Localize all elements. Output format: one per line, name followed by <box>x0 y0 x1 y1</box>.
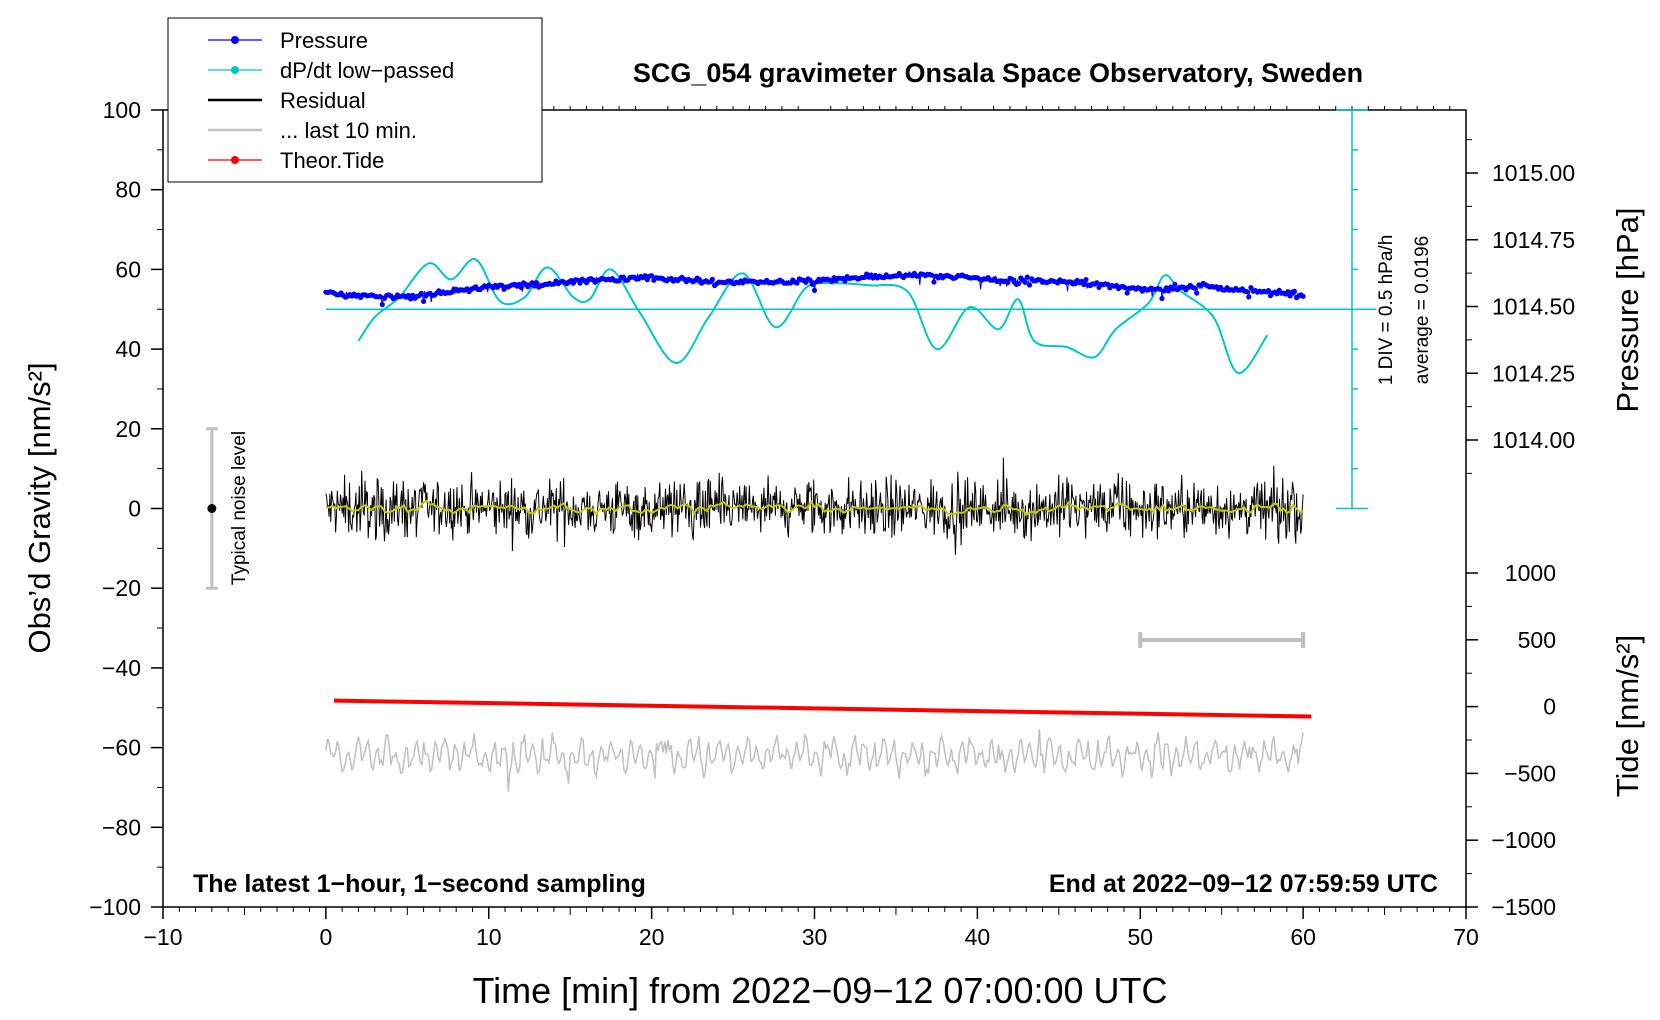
y-tick-label: −80 <box>102 814 141 840</box>
y-tick-label: 0 <box>128 496 141 522</box>
tide-tick-label: −1500 <box>1491 894 1556 920</box>
chart-title: SCG_054 gravimeter Onsala Space Observat… <box>633 58 1363 88</box>
y-axis-label-pressure: Pressure [hPa] <box>1610 207 1645 412</box>
pressure-tick-label: 1014.50 <box>1492 294 1575 320</box>
y-axis-label-gravity: Obs’d Gravity [nm/s²] <box>22 362 57 653</box>
x-tick-label: 50 <box>1127 924 1153 950</box>
y-tick-label: 60 <box>115 256 141 282</box>
y-tick-label: 100 <box>103 97 141 123</box>
tide-tick-label: 0 <box>1543 694 1556 720</box>
x-tick-label: 40 <box>965 924 991 950</box>
tide-tick-label: −500 <box>1504 760 1556 786</box>
x-tick-label: −10 <box>143 924 182 950</box>
x-tick-label: 0 <box>319 924 332 950</box>
series-theor-tide <box>333 698 1312 719</box>
scale-bar-average-label: average = 0.0196 <box>1412 236 1433 384</box>
noise-level-label: Typical noise level <box>229 431 250 585</box>
x-tick-label: 10 <box>476 924 502 950</box>
x-axis-label: Time [min] from 2022−09−12 07:00:00 UTC <box>472 970 1167 1011</box>
pressure-line <box>325 270 1304 305</box>
y-tick-label: 40 <box>115 336 141 362</box>
y-tick-label: −100 <box>89 894 141 920</box>
legend-swatch-dot <box>231 66 239 74</box>
y-tick-label: −40 <box>102 655 141 681</box>
series-pressure <box>323 270 1306 308</box>
annotation-end-time: End at 2022−09−12 07:59:59 UTC <box>1049 870 1438 898</box>
series-last-10-min <box>325 728 1304 792</box>
theor-tide-line <box>333 698 1312 719</box>
pressure-tick-label: 1015.00 <box>1492 160 1575 186</box>
last-10-min-window-bracket <box>1138 632 1306 649</box>
x-tick-label: 20 <box>639 924 665 950</box>
x-tick-label: 60 <box>1290 924 1316 950</box>
scale-bar-div-label: 1 DIV = 0.5 hPa/h <box>1376 235 1397 386</box>
series-dpdt-low-passed <box>325 258 1377 374</box>
legend-swatch-dot <box>231 36 239 44</box>
last-10-min-line <box>325 728 1304 792</box>
legend: Pressure dP/dt low−passed Residual ... last… <box>167 17 543 183</box>
pressure-tick-label: 1014.25 <box>1492 360 1575 386</box>
y-tick-label: 80 <box>115 177 141 203</box>
tide-tick-label: −1000 <box>1491 827 1556 853</box>
pressure-tick-label: 1014.00 <box>1492 427 1575 453</box>
legend-swatch-dot <box>231 156 239 164</box>
tide-tick-label: 500 <box>1518 627 1556 653</box>
dpdt-curve <box>357 258 1269 374</box>
y-axis-gravity: −100 −80 −60 −40 −20 0 20 40 60 80 100 <box>89 97 163 920</box>
pressure-tick-label: 1014.75 <box>1492 227 1575 253</box>
noise-level-indicator: Typical noise level <box>205 427 250 590</box>
legend-label: Theor.Tide <box>280 148 384 173</box>
x-tick-label: 30 <box>802 924 828 950</box>
y-axis-tide: −1500 −1000 −500 0 500 1000 <box>1466 560 1556 920</box>
annotation-sampling: The latest 1−hour, 1−second sampling <box>193 870 646 898</box>
x-axis: −10 0 10 20 30 40 50 60 70 <box>143 106 1479 950</box>
y-tick-label: −20 <box>102 575 141 601</box>
y-tick-label: 20 <box>115 416 141 442</box>
y-axis-label-tide: Tide [nm/s²] <box>1610 635 1645 798</box>
y-axis-pressure: 1014.00 1014.25 1014.50 1014.75 1015.00 <box>1466 139 1575 474</box>
residual-smoothed-line <box>325 499 1304 517</box>
legend-label: Residual <box>280 88 366 113</box>
legend-label: dP/dt low−passed <box>280 58 454 83</box>
x-tick-label: 70 <box>1453 924 1479 950</box>
noise-center-dot <box>207 504 217 513</box>
tide-tick-label: 1000 <box>1505 560 1556 586</box>
series-residual <box>325 457 1304 555</box>
legend-label: ... last 10 min. <box>280 118 417 143</box>
legend-label: Pressure <box>280 28 368 53</box>
y-tick-label: −60 <box>102 735 141 761</box>
dpdt-scale-bar: 1 DIV = 0.5 hPa/h average = 0.0196 <box>1335 109 1433 510</box>
